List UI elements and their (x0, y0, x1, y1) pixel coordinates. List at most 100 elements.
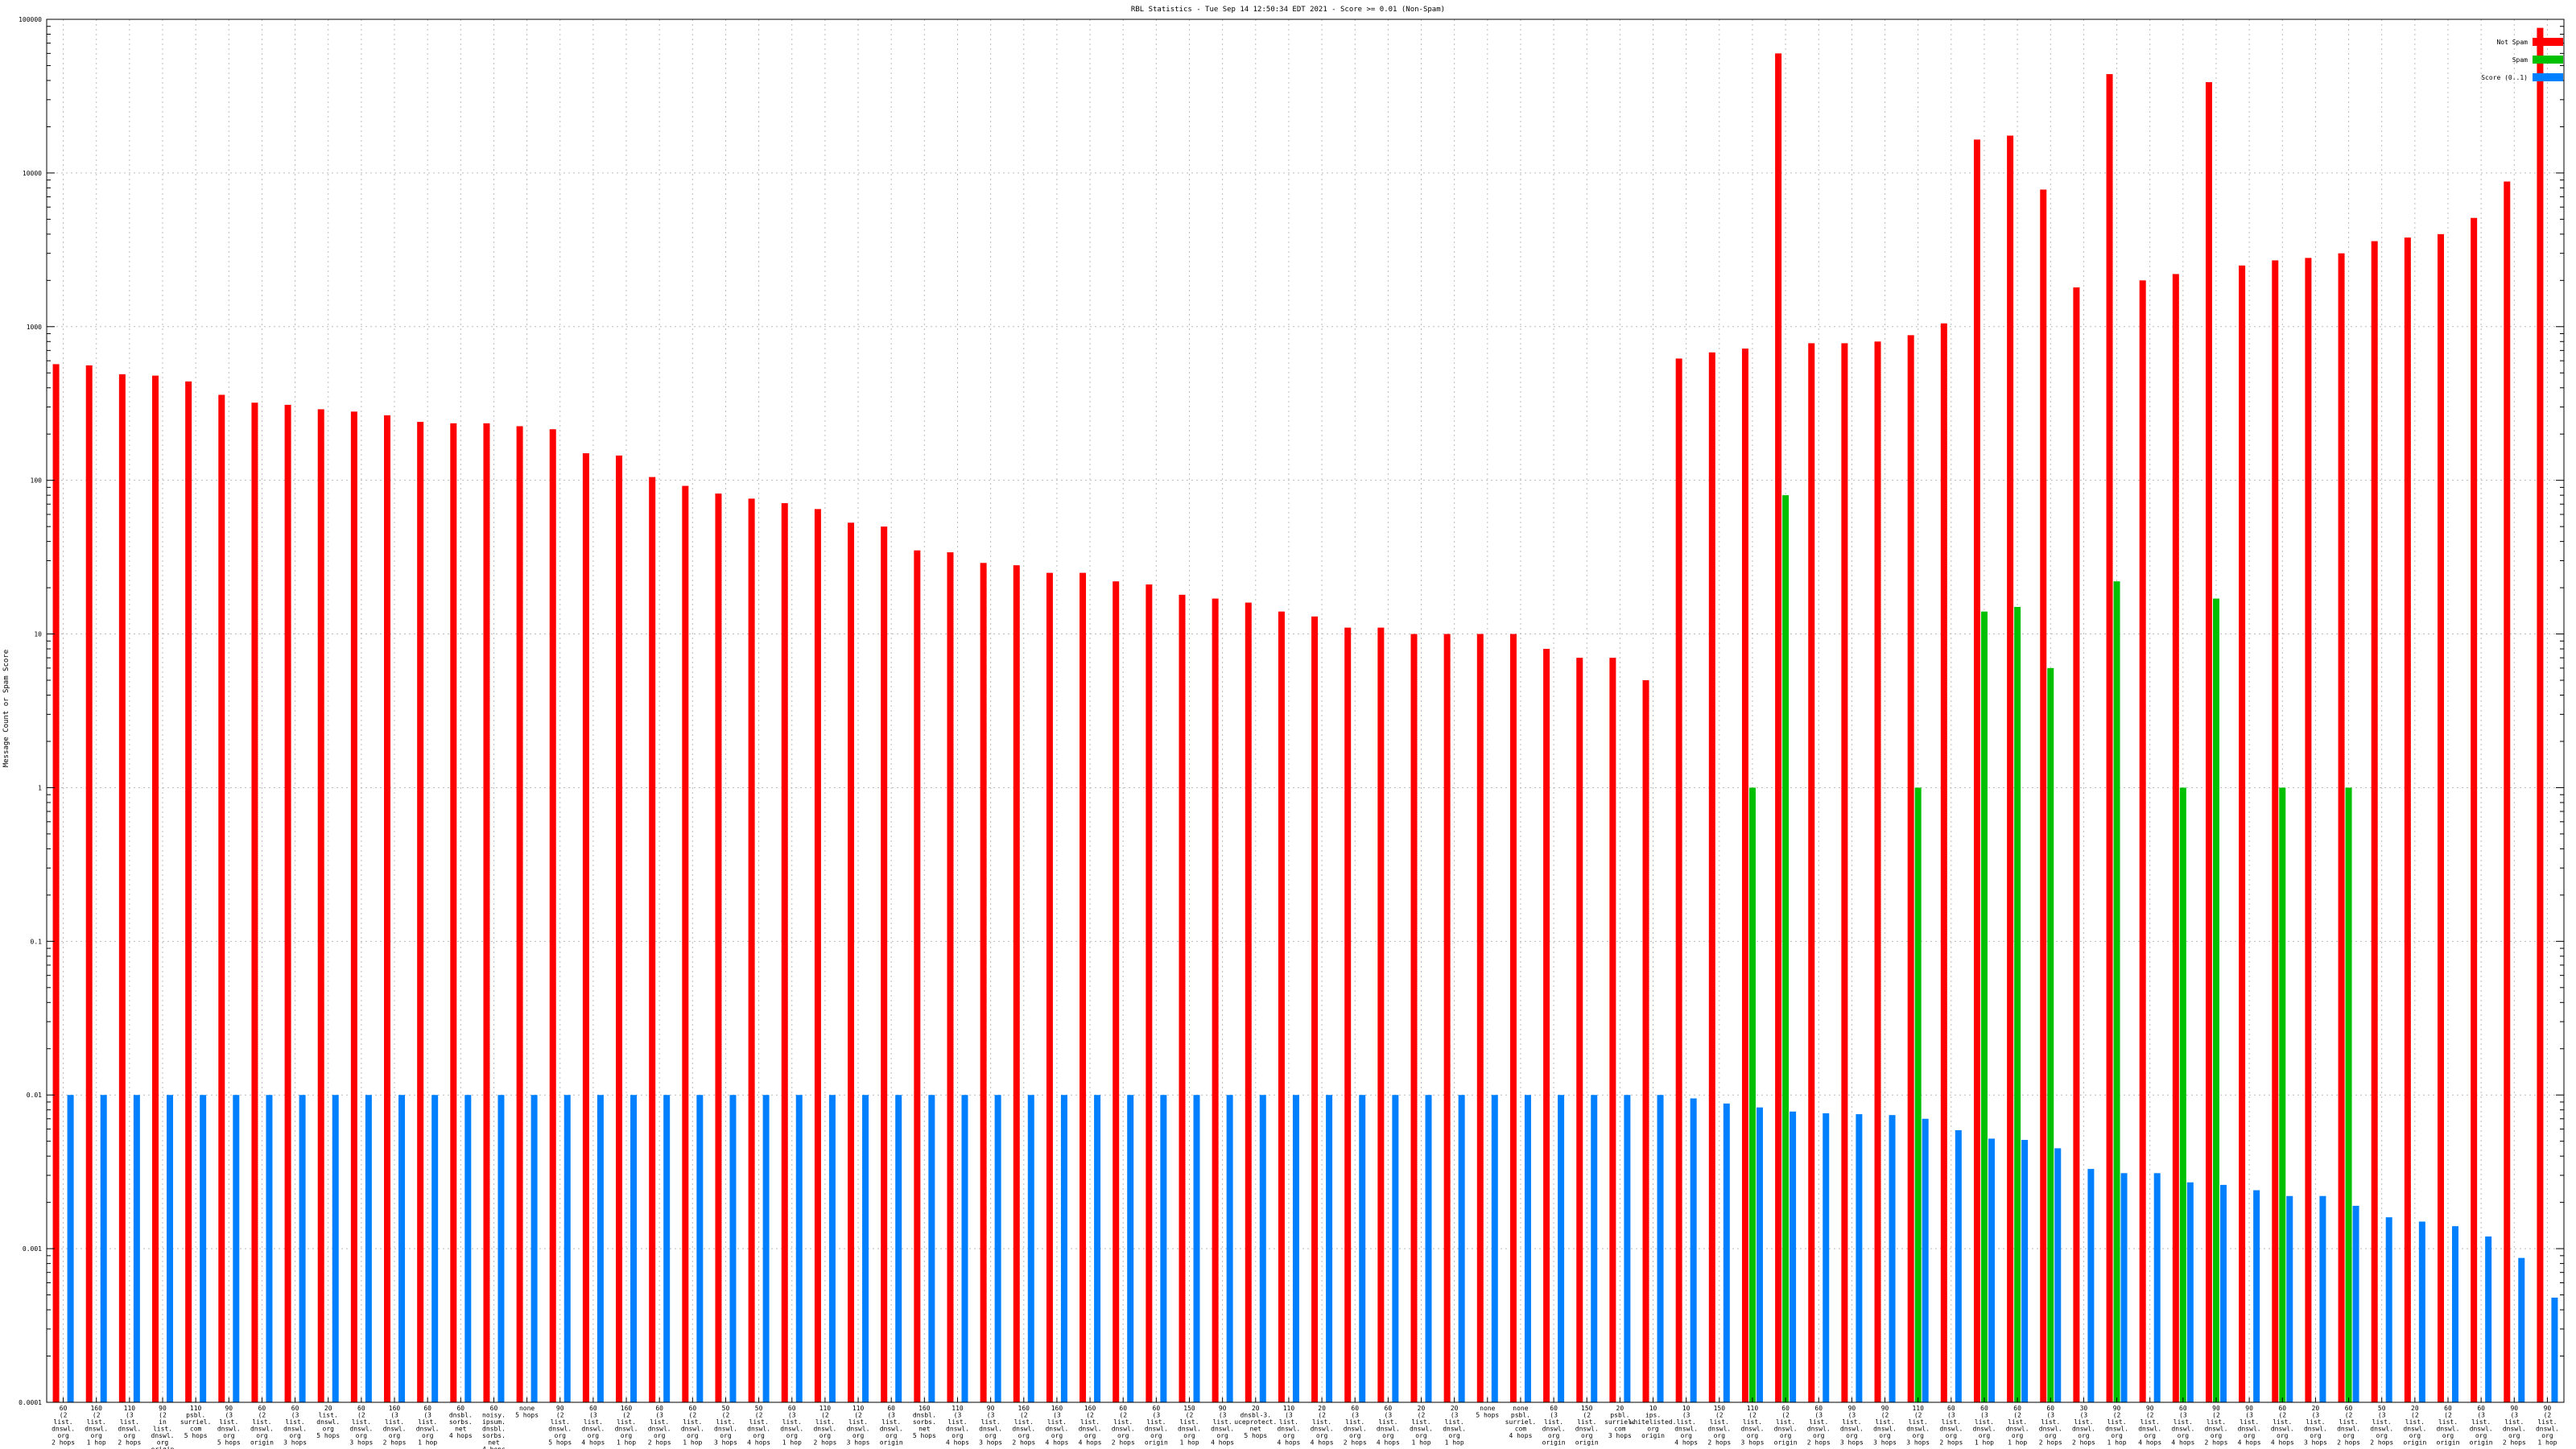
not-spam-bar (1642, 680, 1649, 1402)
score-bar (828, 1095, 836, 1402)
x-tick-label: 60 (3 list. dnswl. org 1 hop (416, 1405, 440, 1447)
x-tick-label: 60 dnsbl. sorbs. net 4 hops (449, 1405, 473, 1439)
not-spam-bar (980, 563, 987, 1402)
not-spam-bar (1311, 616, 1319, 1402)
y-axis-title: Message Count or Spam Score (2, 650, 10, 767)
x-tick-label: 160 (3 list. dnswl. org 2 hops (383, 1405, 407, 1447)
not-spam-bar (682, 485, 689, 1403)
not-spam-bar (616, 455, 623, 1402)
not-spam-bar (2371, 241, 2378, 1402)
score-bar (2352, 1205, 2359, 1402)
x-tick-label: 110 (2 list. dnswl. org 2 hops (813, 1405, 836, 1447)
not-spam-bar (1808, 343, 1815, 1402)
y-tick-label: 1 (38, 784, 42, 791)
not-spam-bar (582, 453, 589, 1403)
spam-bar (1980, 611, 1988, 1402)
score-bar (2485, 1236, 2492, 1402)
score-bar (1624, 1095, 1631, 1402)
not-spam-bar (2437, 233, 2444, 1403)
x-tick-label: 60 (2 list. dnswl. org 1 hop (681, 1405, 704, 1447)
x-tick-label: 110 (3 list. dnswl. org 4 hops (1277, 1405, 1300, 1447)
y-tick-label: 1000 (27, 324, 42, 331)
x-tick-label: 10 ips. whitelisted. org origin (1630, 1405, 1677, 1439)
not-spam-bar (1377, 627, 1385, 1402)
not-spam-bar (748, 498, 755, 1403)
not-spam-bar (251, 402, 258, 1402)
x-tick-label: 150 (2 list. dnswl. org 2 hops (1707, 1405, 1731, 1447)
not-spam-bar (450, 423, 457, 1402)
x-tick-label: 60 (3 list. dnswl. org 1 hop (780, 1405, 803, 1447)
score-bar (200, 1095, 207, 1402)
x-tick-label: 20 (2 list. dnswl. org 4 hops (1311, 1405, 1334, 1447)
score-bar (266, 1095, 273, 1402)
score-bar (332, 1095, 339, 1402)
x-tick-label: 60 (3 list. dnswl. org origin (1145, 1405, 1168, 1447)
not-spam-bar (1013, 565, 1020, 1403)
not-spam-bar (1509, 634, 1517, 1402)
x-tick-label: 110 (2 list. dnswl. org 3 hops (1741, 1405, 1765, 1447)
score-bar (2087, 1169, 2095, 1402)
score-bar (2186, 1182, 2194, 1402)
not-spam-bar (1146, 584, 1153, 1402)
x-tick-label: 60 (2 list. dnswl. org 2 hops (52, 1405, 75, 1447)
x-tick-label: 50 (2 list. dnswl. org 3 hops (714, 1405, 737, 1447)
not-spam-bar (1940, 323, 1947, 1403)
x-tick-label: 90 (3 list. dnswl. org 3 hops (1840, 1405, 1864, 1447)
score-bar (928, 1095, 935, 1402)
x-tick-label: 90 (3 list. dnswl. org 2 hops (2503, 1405, 2526, 1447)
y-tick-label: 10 (34, 631, 42, 638)
score-bar (1160, 1095, 1167, 1402)
x-tick-label: 60 (2 list. dnswl. org 2 hops (2337, 1405, 2360, 1447)
y-tick-label: 0.1 (31, 938, 43, 945)
legend-swatch (2533, 56, 2563, 64)
not-spam-bar (1278, 611, 1285, 1402)
y-tick-label: 100000 (19, 16, 42, 23)
x-tick-label: 150 (2 list. dnswl. org 1 hop (1178, 1405, 1201, 1447)
score-bar (1889, 1115, 1896, 1402)
score-bar (431, 1095, 439, 1402)
score-bar (895, 1095, 902, 1402)
not-spam-bar (152, 375, 159, 1403)
score-bar (1756, 1107, 1763, 1402)
not-spam-bar (2073, 287, 2080, 1403)
not-spam-bar (2007, 135, 2014, 1403)
spam-bar (2179, 787, 2186, 1402)
legend-swatch (2533, 73, 2563, 81)
score-bar (1425, 1095, 1432, 1402)
score-bar (663, 1095, 671, 1402)
not-spam-bar (2305, 258, 2312, 1402)
not-spam-bar (218, 394, 225, 1402)
not-spam-bar (2106, 74, 2113, 1403)
x-tick-label: 60 (3 list. dnswl. org 2 hops (2039, 1405, 2062, 1447)
y-tick-label: 100 (31, 477, 43, 485)
not-spam-bar (914, 550, 921, 1403)
x-tick-label: 90 (2 list. dnswl. org 2 hops (2205, 1405, 2228, 1447)
score-bar (2286, 1195, 2293, 1402)
not-spam-bar (1113, 581, 1120, 1402)
x-axis-labels: 60 (2 list. dnswl. org 2 hops 160 (2 list. dnswl.… (52, 1397, 2559, 1449)
not-spam-bar (2172, 274, 2179, 1402)
x-tick-label: 60 (2 list. dnswl. org origin (1774, 1405, 1798, 1447)
not-spam-bar (483, 423, 490, 1402)
score-bar (1790, 1111, 1797, 1402)
x-tick-label: 20 list. dnswl. org 5 hops (316, 1405, 340, 1439)
not-spam-bar (384, 415, 391, 1402)
not-spam-bar (417, 422, 424, 1402)
x-tick-label: 30 (3 list. dnswl. org 2 hops (2072, 1405, 2095, 1447)
score-bar (530, 1095, 538, 1402)
x-tick-label: 60 (3 list. dnswl. org origin (880, 1405, 903, 1447)
not-spam-bar (2404, 237, 2411, 1403)
score-bar (1491, 1095, 1498, 1402)
legend-label: Score (0..1) (2481, 74, 2528, 81)
score-bar (365, 1095, 372, 1402)
not-spam-bar (1212, 598, 1219, 1402)
not-spam-bar (1841, 343, 1848, 1402)
not-spam-bar (317, 409, 324, 1402)
score-bar (994, 1095, 1001, 1402)
x-tick-label: 160 (3 list. dnswl. org 4 hops (1045, 1405, 1068, 1447)
not-spam-bar (1973, 139, 1980, 1402)
x-tick-label: 60 (3 list. dnswl. org 1 hop (1973, 1405, 1996, 1447)
score-bar (1458, 1095, 1465, 1402)
y-tick-label: 10000 (23, 170, 42, 177)
score-bar (1524, 1095, 1531, 1402)
